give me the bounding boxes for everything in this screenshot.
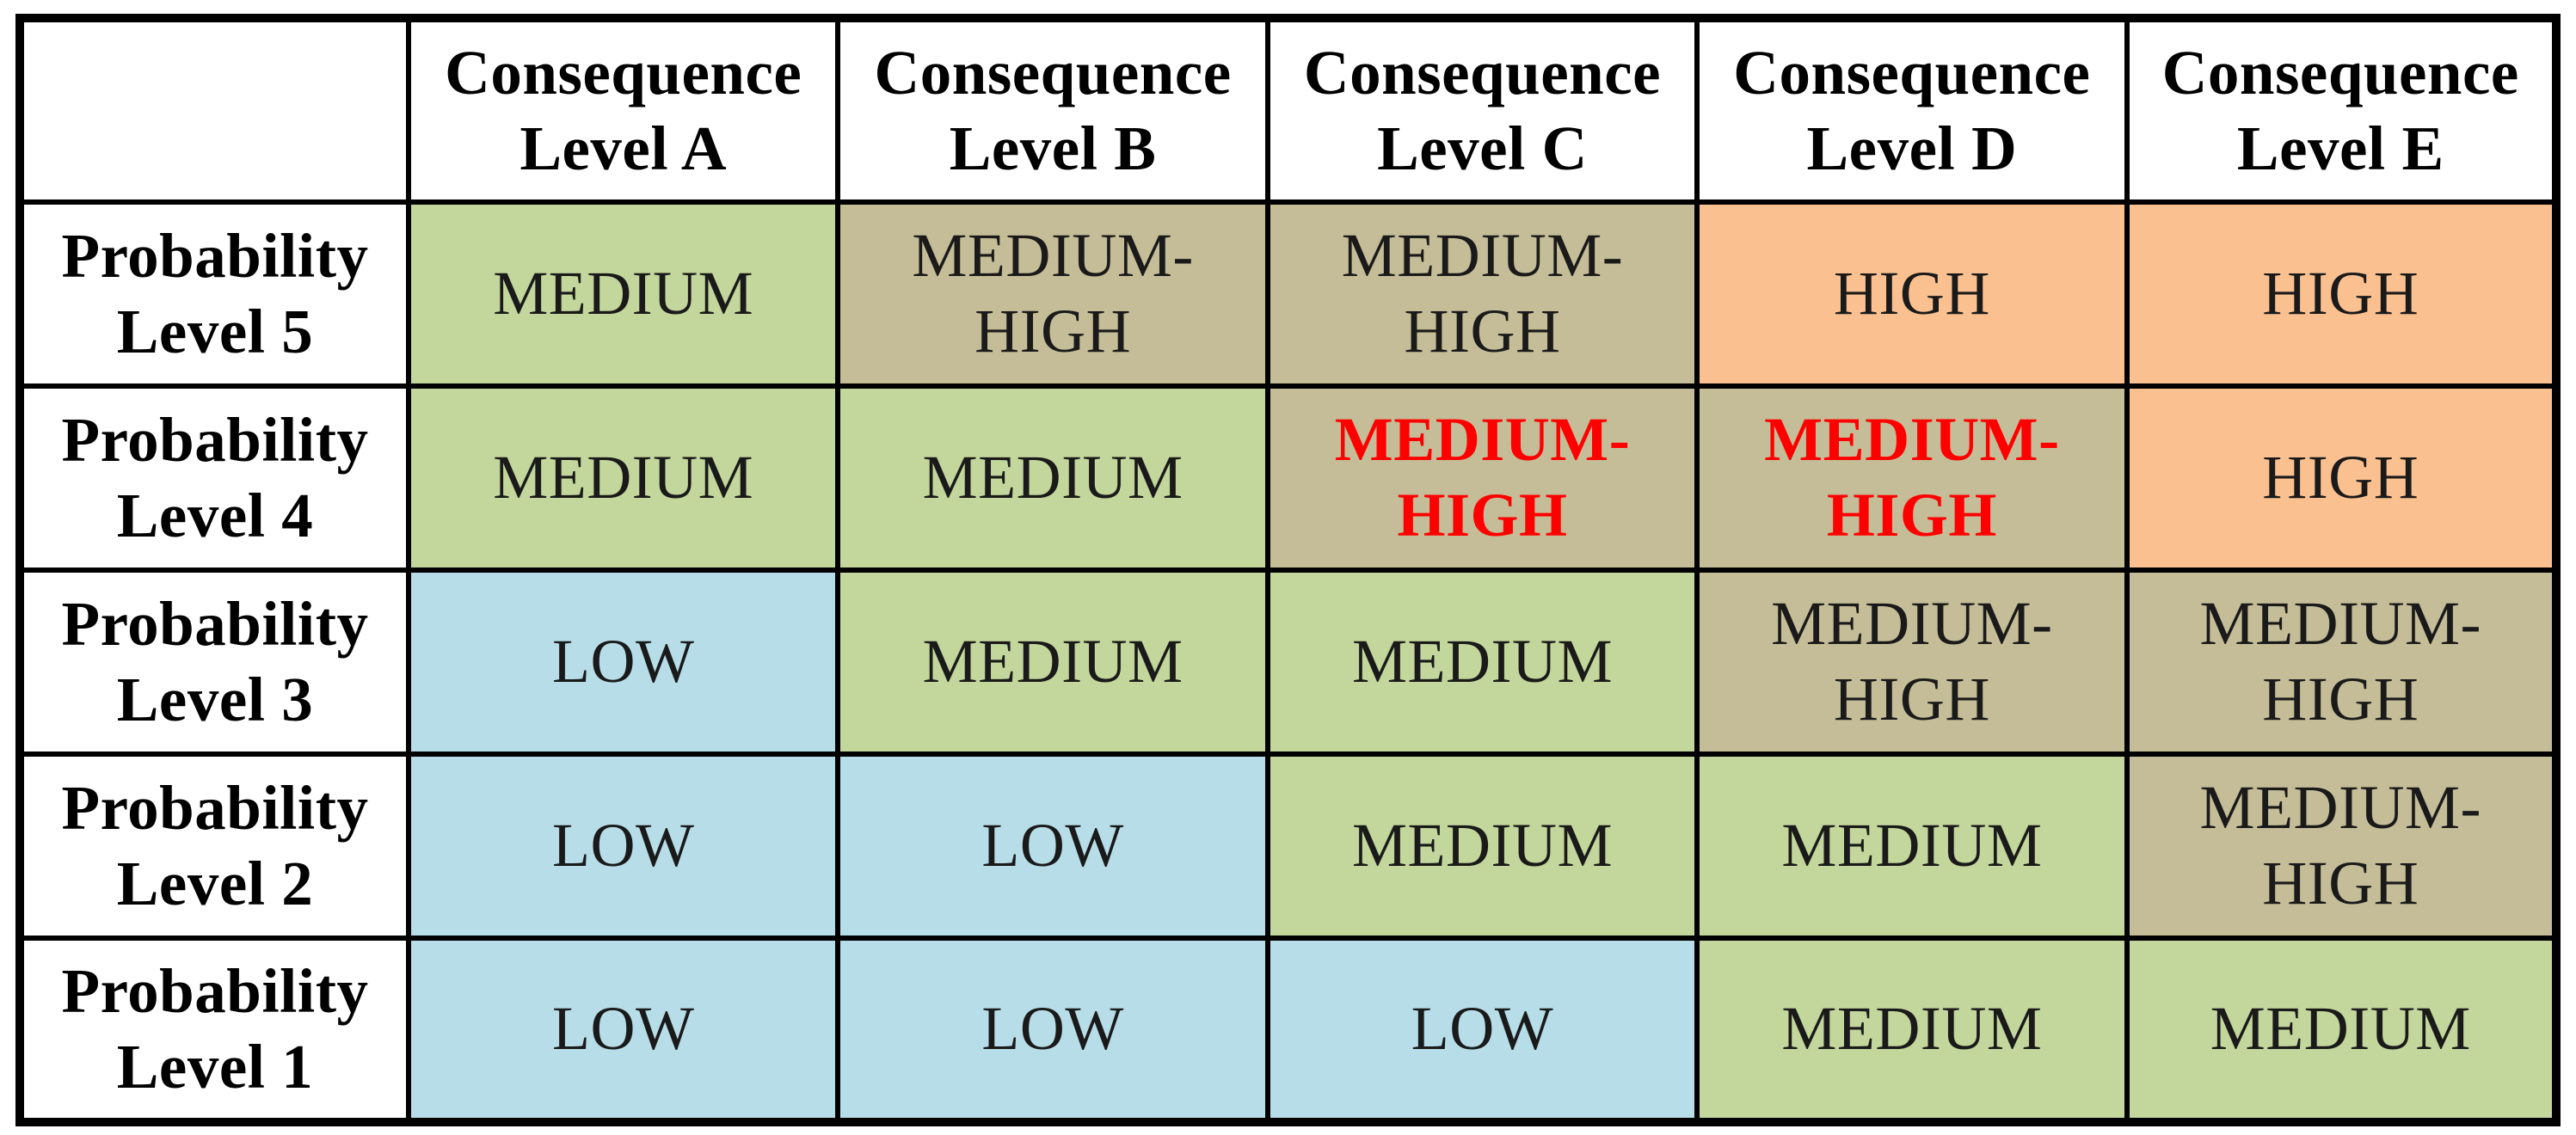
risk-cell: MEDIUM- HIGH	[835, 199, 1270, 389]
table-row-probability-3: Probability Level 3 LOW MEDIUM MEDIUM ME…	[17, 568, 2560, 757]
row-header-line1: Probability	[61, 773, 369, 844]
row-header-line1: Probability	[61, 589, 369, 660]
column-header-a-line1: Consequence	[445, 38, 802, 108]
risk-cell: HIGH	[2124, 383, 2560, 573]
column-header-c-line1: Consequence	[1303, 38, 1662, 108]
risk-cell: MEDIUM- HIGH	[1264, 199, 1700, 389]
risk-cell: MEDIUM	[1264, 568, 1700, 757]
row-header-line1: Probability	[61, 221, 369, 291]
column-header-b-line2: Level B	[949, 114, 1157, 183]
row-header-line2: Level 3	[116, 665, 314, 734]
column-header-e-line1: Consequence	[2161, 38, 2519, 108]
row-header-line2: Level 5	[116, 297, 314, 366]
risk-cell: MEDIUM- HIGH	[1694, 383, 2130, 573]
row-header-line2: Level 4	[116, 481, 314, 550]
table-row-probability-1: Probability Level 1 LOW LOW LOW MEDIUM M…	[17, 936, 2560, 1125]
corner-cell	[17, 15, 411, 205]
risk-cell: LOW	[835, 752, 1270, 941]
risk-cell: MEDIUM	[405, 383, 841, 573]
column-header-e: Consequence Level E	[2124, 15, 2560, 205]
row-header-probability-5: Probability Level 5	[17, 199, 411, 389]
risk-cell: MEDIUM	[2124, 936, 2560, 1125]
risk-cell: MEDIUM	[1694, 752, 2130, 941]
risk-cell: MEDIUM	[1694, 936, 2130, 1125]
risk-cell: MEDIUM- HIGH	[1264, 383, 1700, 573]
risk-cell: MEDIUM- HIGH	[2124, 752, 2560, 941]
risk-cell: MEDIUM	[405, 199, 841, 389]
risk-cell: MEDIUM	[835, 383, 1270, 573]
risk-cell: MEDIUM- HIGH	[1694, 568, 2130, 757]
risk-cell: LOW	[405, 568, 841, 757]
row-header-probability-1: Probability Level 1	[17, 936, 411, 1125]
risk-cell: LOW	[835, 936, 1270, 1125]
table-row-probability-2: Probability Level 2 LOW LOW MEDIUM MEDIU…	[17, 752, 2560, 941]
row-header-probability-4: Probability Level 4	[17, 383, 411, 573]
row-header-probability-2: Probability Level 2	[17, 752, 411, 941]
table-row-probability-5: Probability Level 5 MEDIUM MEDIUM- HIGH …	[17, 199, 2560, 389]
column-header-d-line2: Level D	[1806, 114, 2018, 183]
column-header-d-line1: Consequence	[1733, 38, 2091, 108]
column-header-d: Consequence Level D	[1694, 15, 2130, 205]
column-header-a: Consequence Level A	[405, 15, 841, 205]
table-row-probability-4: Probability Level 4 MEDIUM MEDIUM MEDIUM…	[17, 383, 2560, 573]
risk-cell: MEDIUM	[835, 568, 1270, 757]
column-header-b-line1: Consequence	[874, 38, 1232, 108]
row-header-probability-3: Probability Level 3	[17, 568, 411, 757]
column-header-e-line2: Level E	[2236, 114, 2444, 183]
row-header-line1: Probability	[61, 956, 369, 1027]
column-header-c-line2: Level C	[1377, 114, 1588, 183]
risk-cell: MEDIUM	[1264, 752, 1700, 941]
column-header-b: Consequence Level B	[835, 15, 1270, 205]
risk-cell: LOW	[1264, 936, 1700, 1125]
risk-cell: MEDIUM- HIGH	[2124, 568, 2560, 757]
column-header-c: Consequence Level C	[1264, 15, 1700, 205]
header-row: Consequence Level A Consequence Level B …	[17, 15, 2560, 205]
risk-matrix-table: Consequence Level A Consequence Level B …	[15, 14, 2561, 1126]
column-header-a-line2: Level A	[520, 114, 728, 183]
risk-cell: LOW	[405, 752, 841, 941]
risk-cell: HIGH	[1694, 199, 2130, 389]
row-header-line1: Probability	[61, 405, 369, 475]
risk-cell: HIGH	[2124, 199, 2560, 389]
row-header-line2: Level 1	[116, 1032, 314, 1101]
risk-cell: LOW	[405, 936, 841, 1125]
row-header-line2: Level 2	[116, 849, 314, 918]
